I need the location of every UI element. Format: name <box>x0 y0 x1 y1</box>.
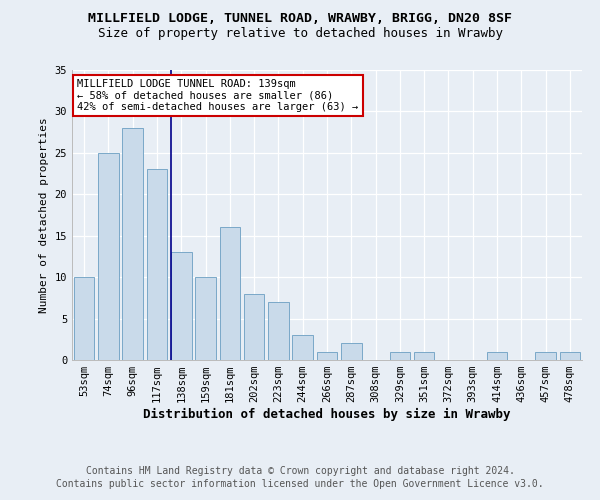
Bar <box>560 352 580 360</box>
Bar <box>535 352 556 360</box>
Text: MILLFIELD LODGE TUNNEL ROAD: 139sqm
← 58% of detached houses are smaller (86)
42: MILLFIELD LODGE TUNNEL ROAD: 139sqm ← 58… <box>77 78 358 112</box>
Bar <box>244 294 265 360</box>
Bar <box>389 352 410 360</box>
Bar <box>122 128 143 360</box>
Text: Contains public sector information licensed under the Open Government Licence v3: Contains public sector information licen… <box>56 479 544 489</box>
Bar <box>195 277 216 360</box>
Bar <box>317 352 337 360</box>
X-axis label: Distribution of detached houses by size in Wrawby: Distribution of detached houses by size … <box>143 408 511 421</box>
Bar <box>98 153 119 360</box>
Bar <box>268 302 289 360</box>
Text: MILLFIELD LODGE, TUNNEL ROAD, WRAWBY, BRIGG, DN20 8SF: MILLFIELD LODGE, TUNNEL ROAD, WRAWBY, BR… <box>88 12 512 26</box>
Bar <box>220 228 240 360</box>
Bar <box>487 352 508 360</box>
Bar <box>171 252 191 360</box>
Bar <box>414 352 434 360</box>
Bar <box>74 277 94 360</box>
Bar <box>146 170 167 360</box>
Bar <box>292 335 313 360</box>
Text: Size of property relative to detached houses in Wrawby: Size of property relative to detached ho… <box>97 28 503 40</box>
Text: Contains HM Land Registry data © Crown copyright and database right 2024.: Contains HM Land Registry data © Crown c… <box>86 466 514 476</box>
Bar <box>341 344 362 360</box>
Y-axis label: Number of detached properties: Number of detached properties <box>39 117 49 313</box>
